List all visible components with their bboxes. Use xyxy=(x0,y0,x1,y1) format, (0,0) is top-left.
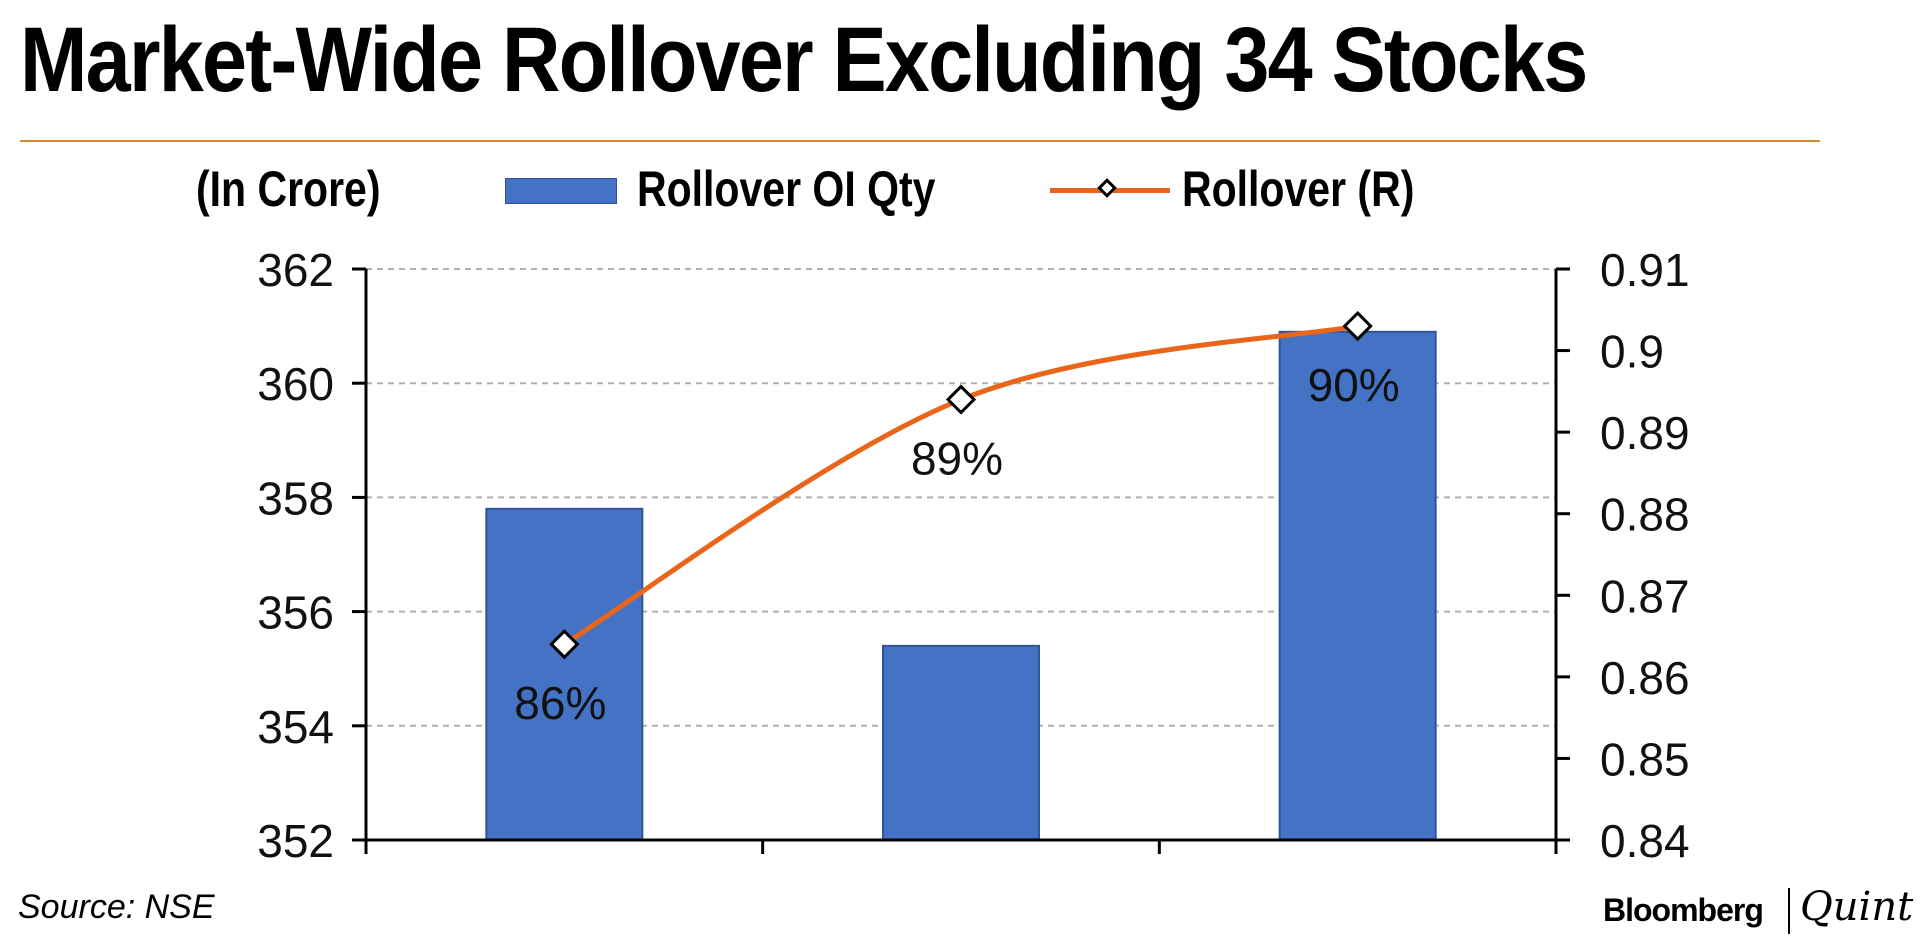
y-left-tick-label: 354 xyxy=(257,701,334,753)
y-right-tick-label: 0.86 xyxy=(1600,652,1690,704)
bar-may xyxy=(882,644,1040,841)
brand-logo-primary: Bloomberg xyxy=(1603,892,1764,928)
y-left-tick-label: 358 xyxy=(257,472,334,524)
y-left-tick-label: 356 xyxy=(257,587,334,639)
y-left-tick-label: 352 xyxy=(257,815,334,867)
rollover-marker-jun xyxy=(1342,310,1373,342)
bar-apr xyxy=(485,507,644,841)
brand-divider xyxy=(1788,888,1790,934)
rollover-marker-may xyxy=(945,384,977,415)
rollover-line xyxy=(563,323,1359,647)
y-right-tick-label: 0.87 xyxy=(1600,570,1690,622)
y-right-tick-label: 0.88 xyxy=(1600,489,1690,541)
y-right-tick-label: 0.84 xyxy=(1600,815,1690,867)
unit-label: (In Crore) xyxy=(196,161,381,217)
legend-bar-label: Rollover OI Qty xyxy=(637,161,936,217)
x-tick-label-jun: Jun xyxy=(1321,878,1395,880)
x-tick-label-may: May xyxy=(918,878,1005,880)
rollover-data-label-apr: 86% xyxy=(514,677,606,729)
title-divider xyxy=(20,140,1820,142)
rollover-data-label-may: 89% xyxy=(911,433,1003,485)
y-right-tick-label: 0.85 xyxy=(1600,733,1690,785)
rollover-marker-apr xyxy=(549,629,580,660)
y-right-tick-label: 0.89 xyxy=(1600,407,1690,459)
legend-bar-swatch xyxy=(505,178,617,204)
chart-title: Market-Wide Rollover Excluding 34 Stocks xyxy=(20,9,1588,111)
y-right-tick-label: 0.9 xyxy=(1600,326,1664,378)
x-tick-label-apr: Apr xyxy=(529,878,601,880)
y-left-tick-label: 362 xyxy=(257,244,334,296)
y-left-tick-label: 360 xyxy=(257,358,334,410)
rollover-data-label-jun: 90% xyxy=(1308,359,1400,411)
legend-line-label: Rollover (R) xyxy=(1182,161,1415,217)
source-note: Source: NSE xyxy=(18,888,215,926)
brand-logo-secondary: Quint xyxy=(1800,884,1914,930)
chart-plot: 352 354 356 358 360 362 0.84 0.85 0.86 0.87 0.88 0.… xyxy=(257,244,1690,880)
y-right-tick-label: 0.91 xyxy=(1600,244,1690,296)
